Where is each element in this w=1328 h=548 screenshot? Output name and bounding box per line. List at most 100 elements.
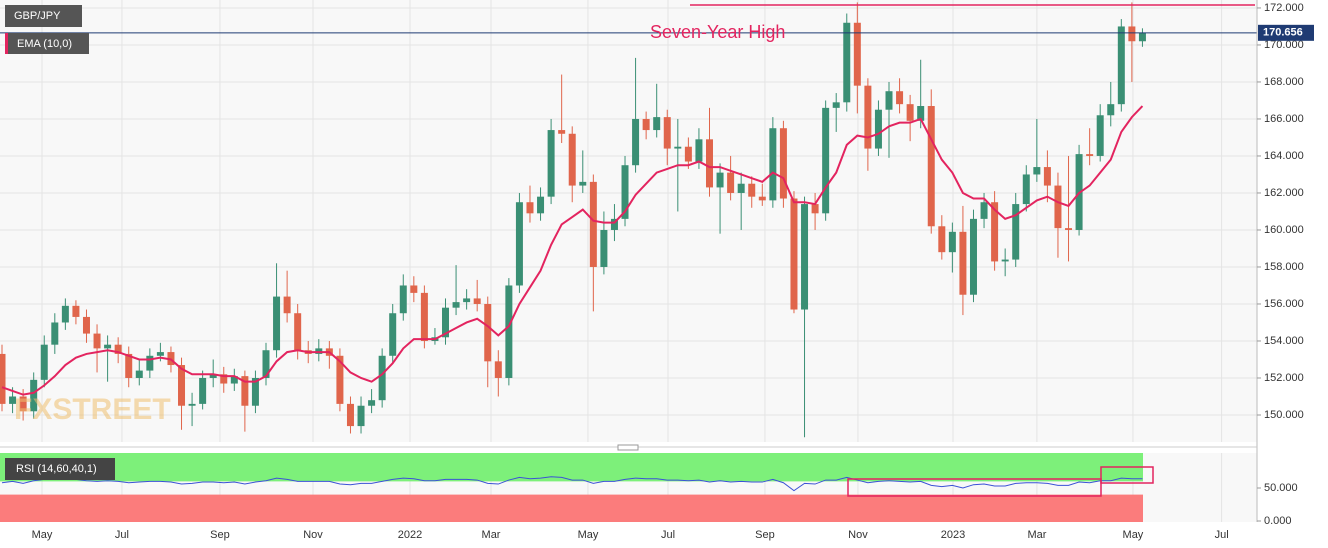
candle-body	[1086, 154, 1094, 156]
candle-body	[241, 376, 249, 406]
x-tick-label: Mar	[1027, 529, 1046, 541]
legend-swatch	[5, 33, 8, 54]
y-tick-label: 0.000	[1264, 515, 1292, 527]
candle-body	[1096, 115, 1104, 156]
candle-body	[114, 344, 122, 354]
x-tick-label: Jul	[661, 529, 675, 541]
candle-body	[9, 396, 17, 404]
candle-body	[843, 22, 851, 103]
candle-body	[684, 146, 692, 162]
candle-body	[199, 377, 207, 404]
candle-body	[589, 181, 597, 267]
candle-body	[737, 183, 745, 193]
y-tick-label: 154.000	[1264, 335, 1304, 347]
candle-body	[178, 365, 186, 406]
x-tick-label: May	[32, 529, 53, 541]
y-tick-label: 172.000	[1264, 2, 1304, 14]
candle-body	[61, 305, 69, 323]
candle-body	[526, 202, 534, 214]
x-tick-label: Nov	[303, 529, 323, 541]
candle-body	[104, 344, 112, 349]
watermark: FXSTREET	[14, 393, 171, 426]
price-label-box	[1258, 24, 1314, 41]
candle-body	[822, 107, 830, 214]
candle-body	[1117, 26, 1125, 105]
candle-body	[1043, 167, 1051, 186]
annotation: Seven-Year High	[650, 22, 785, 42]
legend-indicator: EMA (10,0)	[17, 38, 72, 50]
marks	[0, 2, 1257, 492]
y-tick-label: 50.000	[1264, 482, 1298, 494]
candle-body	[283, 296, 291, 314]
candle-body	[420, 292, 428, 341]
candle-body	[885, 91, 893, 110]
candle-body	[442, 307, 450, 338]
candle-body	[1065, 228, 1073, 230]
candle-body	[230, 376, 238, 384]
candle-body	[727, 172, 735, 193]
y-tick-label: 162.000	[1264, 187, 1304, 199]
y-tick-label: 156.000	[1264, 298, 1304, 310]
ema-line	[1, 105, 1144, 396]
candle-body	[220, 374, 228, 384]
candle-body	[779, 128, 787, 199]
candle-body	[653, 117, 661, 131]
candle-body	[811, 204, 819, 214]
candle-body	[600, 229, 608, 267]
candle-body	[917, 106, 925, 121]
candle-body	[515, 202, 523, 286]
y-tick-label: 170.000	[1264, 39, 1304, 51]
candle-body	[1012, 204, 1020, 260]
candle-body	[125, 353, 133, 378]
candle-body	[93, 333, 101, 349]
candle-body	[853, 22, 861, 86]
candle-body	[906, 104, 914, 121]
candle-body	[1054, 185, 1062, 229]
x-tick-label: Mar	[482, 529, 501, 541]
x-tick-label: May	[578, 529, 599, 541]
candle-body	[188, 403, 196, 406]
x-tick-label: Nov	[848, 529, 868, 541]
candle-body	[1022, 174, 1030, 205]
x-tick-label: May	[1123, 529, 1144, 541]
candle-body	[494, 361, 502, 378]
candle-body	[537, 196, 545, 214]
candle-body	[758, 196, 766, 201]
legend-instrument: GBP/JPY	[14, 10, 61, 22]
candle-body	[473, 298, 481, 304]
candle-body	[663, 117, 671, 149]
candle-body	[336, 355, 344, 404]
legend: GBP/JPY EMA (10,0) RSI (14,60,40,1)	[5, 5, 115, 480]
candle-body	[674, 146, 682, 149]
candle-body	[30, 379, 38, 412]
y-tick-label: 152.000	[1264, 372, 1304, 384]
x-tick-label: 2022	[398, 529, 422, 541]
y-tick-label: 158.000	[1264, 261, 1304, 273]
candle-body	[410, 285, 418, 293]
candle-body	[1033, 167, 1041, 175]
candle-body	[864, 85, 872, 149]
x-tick-label: Sep	[755, 529, 775, 541]
candle-body	[991, 202, 999, 262]
candle-body	[505, 285, 513, 378]
x-tick-label: Sep	[210, 529, 230, 541]
candle-body	[209, 374, 217, 378]
y-tick-label: 164.000	[1264, 150, 1304, 162]
candle-body	[547, 130, 555, 197]
candle-body	[399, 285, 407, 314]
candle-body	[969, 218, 977, 295]
candle-body	[484, 303, 492, 362]
candle-body	[0, 353, 6, 404]
candle-body	[146, 355, 154, 371]
candle-body	[610, 218, 618, 230]
candle-body	[40, 344, 48, 380]
candle-body	[568, 133, 576, 186]
candle-body	[19, 396, 27, 412]
resize-handle[interactable]	[617, 444, 639, 451]
candle-body	[632, 118, 640, 166]
candle-body	[262, 350, 270, 378]
candle-body	[51, 322, 59, 345]
candle-body	[1138, 32, 1146, 42]
candle-body	[72, 305, 80, 317]
